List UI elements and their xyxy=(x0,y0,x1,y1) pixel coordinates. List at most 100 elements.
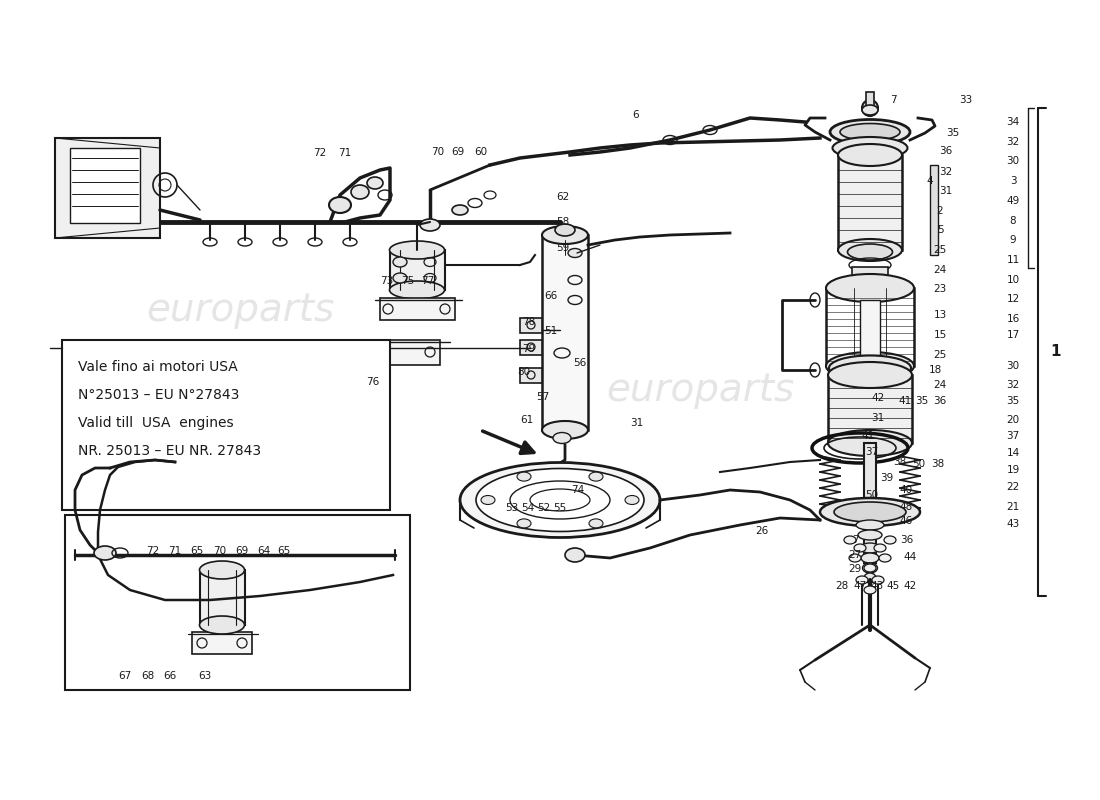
Ellipse shape xyxy=(481,495,495,505)
Ellipse shape xyxy=(860,543,880,553)
Text: 49: 49 xyxy=(1006,196,1020,206)
Text: 44: 44 xyxy=(903,552,916,562)
Text: 25: 25 xyxy=(934,245,947,255)
Ellipse shape xyxy=(517,519,531,528)
Text: 58: 58 xyxy=(557,217,570,227)
Ellipse shape xyxy=(864,586,876,594)
Text: 63: 63 xyxy=(198,671,211,681)
Text: 14: 14 xyxy=(1006,448,1020,458)
Ellipse shape xyxy=(565,548,585,562)
Text: 19: 19 xyxy=(1006,465,1020,475)
Text: 31: 31 xyxy=(630,418,644,428)
Text: 69: 69 xyxy=(451,147,464,157)
Ellipse shape xyxy=(553,433,571,443)
Text: 45: 45 xyxy=(887,581,900,591)
Text: 76: 76 xyxy=(366,377,379,387)
Text: 27: 27 xyxy=(848,550,861,560)
Ellipse shape xyxy=(828,430,912,456)
Text: 32: 32 xyxy=(1006,380,1020,390)
Text: 32: 32 xyxy=(1006,137,1020,147)
Ellipse shape xyxy=(568,249,582,258)
Ellipse shape xyxy=(199,616,244,634)
Bar xyxy=(70,148,140,223)
Ellipse shape xyxy=(844,536,856,544)
Text: 17: 17 xyxy=(1006,330,1020,340)
Text: 24: 24 xyxy=(934,265,947,275)
Text: 25: 25 xyxy=(934,350,947,360)
Text: 33: 33 xyxy=(959,95,972,105)
Bar xyxy=(828,375,912,443)
Ellipse shape xyxy=(393,257,407,267)
Text: 28: 28 xyxy=(835,581,848,591)
Text: 7: 7 xyxy=(851,535,858,545)
Ellipse shape xyxy=(864,573,876,583)
Ellipse shape xyxy=(864,564,876,572)
Ellipse shape xyxy=(452,205,468,215)
Ellipse shape xyxy=(833,137,908,159)
Text: 11: 11 xyxy=(1006,255,1020,265)
Text: Vale fino ai motori USA: Vale fino ai motori USA xyxy=(78,360,238,374)
Text: 21: 21 xyxy=(1006,502,1020,512)
Circle shape xyxy=(862,100,878,116)
Bar xyxy=(390,250,446,290)
Text: Valid till  USA  engines: Valid till USA engines xyxy=(78,416,233,430)
Text: 32: 32 xyxy=(939,167,953,177)
Bar xyxy=(520,340,542,355)
Ellipse shape xyxy=(389,281,444,299)
Text: 70: 70 xyxy=(431,147,444,157)
Text: 41: 41 xyxy=(899,396,912,406)
Bar xyxy=(520,368,542,383)
Text: 71: 71 xyxy=(339,148,352,158)
Text: 34: 34 xyxy=(1006,117,1020,127)
Bar xyxy=(930,165,938,255)
Text: 78: 78 xyxy=(522,317,536,327)
Text: 71: 71 xyxy=(168,546,182,556)
Text: 79: 79 xyxy=(522,344,536,354)
Ellipse shape xyxy=(872,576,884,584)
Bar xyxy=(860,300,880,355)
Text: 5: 5 xyxy=(937,225,944,235)
Ellipse shape xyxy=(625,495,639,505)
Text: 4: 4 xyxy=(926,176,933,186)
Text: 2: 2 xyxy=(937,206,944,216)
Text: 65: 65 xyxy=(277,546,290,556)
Text: 46: 46 xyxy=(900,516,913,526)
Text: 66: 66 xyxy=(544,291,558,301)
Text: 20: 20 xyxy=(1006,415,1020,425)
Bar xyxy=(55,138,160,238)
Text: 10: 10 xyxy=(1006,275,1020,285)
Bar xyxy=(864,443,876,563)
Ellipse shape xyxy=(840,123,900,141)
Text: N°25013 – EU N°27843: N°25013 – EU N°27843 xyxy=(78,388,240,402)
Bar xyxy=(826,288,914,366)
Bar xyxy=(62,340,390,510)
Ellipse shape xyxy=(856,576,868,584)
Text: 26: 26 xyxy=(756,526,769,536)
Text: 66: 66 xyxy=(164,671,177,681)
Text: 36: 36 xyxy=(934,396,947,406)
Text: 43: 43 xyxy=(870,581,883,591)
Ellipse shape xyxy=(460,462,660,538)
Ellipse shape xyxy=(588,519,603,528)
Text: 35: 35 xyxy=(915,396,928,406)
Text: 37: 37 xyxy=(1006,431,1020,441)
Text: 67: 67 xyxy=(119,671,132,681)
Ellipse shape xyxy=(847,244,892,260)
Text: 55: 55 xyxy=(553,503,566,513)
Text: 6: 6 xyxy=(632,110,639,120)
Text: 60: 60 xyxy=(474,147,487,157)
Ellipse shape xyxy=(351,185,369,199)
Ellipse shape xyxy=(828,362,912,388)
Text: 35: 35 xyxy=(946,128,959,138)
Bar xyxy=(838,155,902,250)
Text: 73: 73 xyxy=(381,276,394,286)
Text: 68: 68 xyxy=(142,671,155,681)
Text: 24: 24 xyxy=(934,380,947,390)
Text: 65: 65 xyxy=(190,546,204,556)
Ellipse shape xyxy=(884,536,896,544)
Text: 23: 23 xyxy=(934,284,947,294)
Text: 56: 56 xyxy=(573,358,586,368)
Ellipse shape xyxy=(834,502,906,522)
Ellipse shape xyxy=(830,119,910,145)
Text: 42: 42 xyxy=(903,581,916,591)
